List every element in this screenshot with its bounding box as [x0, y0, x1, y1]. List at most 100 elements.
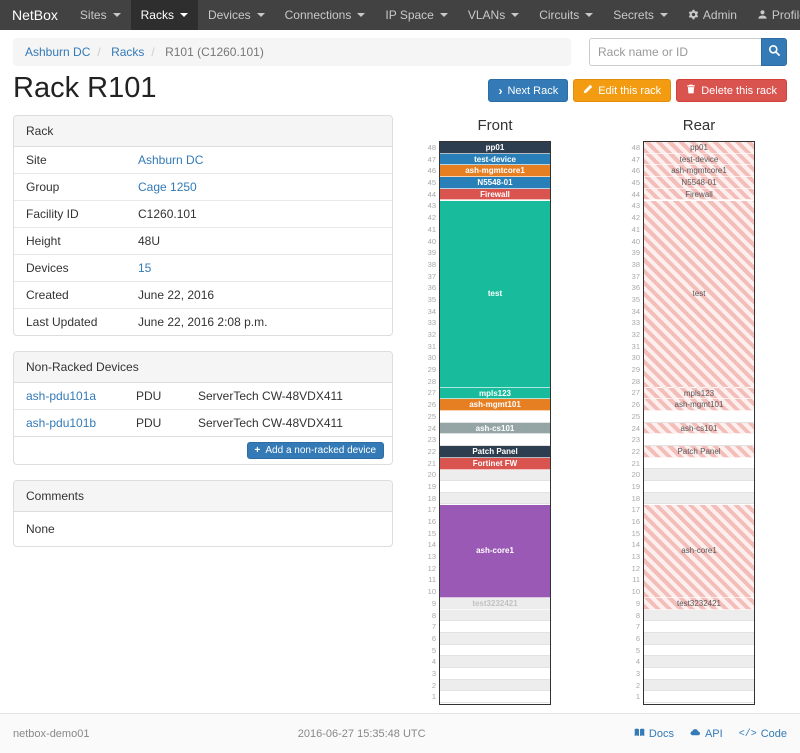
unit-number: 32 — [427, 330, 436, 339]
unit-number: 33 — [631, 318, 640, 328]
chevron-down-icon — [112, 13, 121, 17]
trash-icon — [686, 84, 696, 97]
rack-panel: Rack Site Ashburn DC Group Cage 1250 Facilit… — [13, 115, 393, 336]
nav-item-vlans[interactable]: VLANs — [458, 0, 529, 30]
next-rack-button[interactable]: › Next Rack — [488, 79, 569, 102]
unit-number: 46 — [631, 166, 640, 176]
unit-number: 4 — [431, 657, 436, 667]
attr-link-devices[interactable]: 15 — [138, 261, 152, 275]
footer-link-docs[interactable]: Docs — [634, 727, 674, 740]
attr-label: Group — [26, 180, 60, 194]
unit-number: 13 — [631, 552, 640, 562]
device-ash-cs101[interactable]: ash-cs101 — [644, 422, 754, 435]
device-link-ash-pdu101b[interactable]: ash-pdu101b — [26, 416, 97, 430]
device-test-device[interactable]: test-device — [440, 153, 550, 166]
breadcrumb-site-link[interactable]: Ashburn DC — [25, 45, 91, 59]
nav-item-admin[interactable]: Admin — [678, 0, 747, 30]
device-test[interactable]: test — [644, 200, 754, 388]
attr-link-group[interactable]: Cage 1250 — [138, 180, 197, 194]
unit-number: 8 — [635, 610, 640, 620]
empty-unit — [644, 457, 754, 470]
unit-number: 29 — [631, 365, 640, 375]
attr-value: Ashburn DC — [126, 147, 215, 173]
device-patch-panel[interactable]: Patch Panel — [440, 446, 550, 458]
empty-unit — [644, 632, 754, 645]
device-firewall[interactable]: Firewall — [440, 188, 550, 201]
device-ash-mgmtcore1[interactable]: ash-mgmtcore1 — [644, 165, 754, 178]
device-ash-mgmt101[interactable]: ash-mgmt101 — [644, 399, 754, 412]
device-n5548-01[interactable]: N5548-01 — [440, 177, 550, 189]
device-ash-core1[interactable]: ash-core1 — [644, 504, 754, 599]
empty-unit — [644, 469, 754, 481]
device-test-device[interactable]: test-device — [644, 153, 754, 166]
nav-item-connections[interactable]: Connections — [275, 0, 376, 30]
device-n5548-01[interactable]: N5548-01 — [644, 177, 754, 189]
unit-number: 6 — [635, 633, 640, 643]
app-brand[interactable]: NetBox — [12, 7, 58, 23]
add-nonracked-device-button[interactable]: + Add a non-racked device — [246, 442, 384, 459]
unit-number: 3 — [635, 668, 640, 678]
device-mpls123[interactable]: mpls123 — [644, 387, 754, 400]
search-button[interactable] — [761, 38, 787, 66]
unit-number: 1 — [431, 692, 436, 702]
device-ash-core1[interactable]: ash-core1 — [440, 504, 550, 599]
rack-attr-created: Created June 22, 2016 — [14, 281, 392, 308]
nav-item-sites[interactable]: Sites — [70, 0, 131, 30]
unit-number: 41 — [631, 224, 640, 234]
delete-rack-button[interactable]: Delete this rack — [676, 79, 787, 102]
empty-unit — [644, 656, 754, 668]
unit-number: 29 — [427, 365, 436, 375]
unit-number: 16 — [631, 517, 640, 526]
nav-item-profile[interactable]: Profile — [747, 0, 800, 30]
empty-unit — [644, 691, 754, 703]
rack-attr-site: Site Ashburn DC — [14, 147, 392, 173]
nav-item-secrets[interactable]: Secrets — [603, 0, 678, 30]
unit-number: 10 — [631, 587, 640, 597]
footer-link-api[interactable]: API — [690, 727, 723, 740]
device-pp01[interactable]: pp01 — [440, 142, 550, 154]
attr-label: Site — [26, 153, 47, 167]
device-type: PDU — [136, 389, 162, 403]
unit-number: 35 — [631, 294, 640, 304]
device-ash-mgmt101[interactable]: ash-mgmt101 — [440, 399, 550, 412]
nonracked-device-row: ash-pdu101a PDU ServerTech CW-48VDX411 — [14, 383, 392, 409]
attr-link-site[interactable]: Ashburn DC — [138, 153, 204, 167]
attr-value: 15 — [126, 255, 163, 281]
unit-number: 24 — [427, 423, 436, 433]
empty-unit — [644, 480, 754, 493]
nav-item-circuits[interactable]: Circuits — [529, 0, 603, 30]
unit-number: 20 — [427, 470, 436, 480]
edit-rack-button[interactable]: Edit this rack — [573, 79, 672, 102]
device-fortinet-fw[interactable]: Fortinet FW — [440, 457, 550, 470]
attr-label: Height — [26, 234, 61, 248]
footer-link-code[interactable]: </> Code — [738, 727, 787, 741]
unit-number: 47 — [631, 154, 640, 164]
device-test[interactable]: test — [440, 200, 550, 388]
device-patch-panel[interactable]: Patch Panel — [644, 446, 754, 458]
footer-links: Docs API </> Code — [634, 727, 787, 740]
device-firewall[interactable]: Firewall — [644, 188, 754, 201]
rack-search-input[interactable] — [589, 38, 761, 66]
nav-item-ip-space[interactable]: IP Space — [375, 0, 457, 30]
device-ash-mgmtcore1[interactable]: ash-mgmtcore1 — [440, 165, 550, 178]
attr-value: C1260.101 — [138, 207, 197, 221]
breadcrumb-racks-link[interactable]: Racks — [111, 45, 145, 59]
unit-number: 14 — [631, 540, 640, 550]
device-test3232421[interactable]: test3232421 — [440, 598, 550, 610]
chevron-down-icon — [659, 13, 668, 17]
empty-unit — [440, 679, 550, 692]
empty-unit — [440, 480, 550, 493]
nav-item-devices[interactable]: Devices — [198, 0, 275, 30]
device-test3232421[interactable]: test3232421 — [644, 598, 754, 610]
empty-unit — [644, 667, 754, 680]
unit-number: 46 — [427, 166, 436, 176]
nav-item-racks[interactable]: Racks — [130, 0, 198, 30]
comments-panel-title: Comments — [14, 481, 392, 512]
device-pp01[interactable]: pp01 — [644, 142, 754, 154]
front-rack-diagram: pp01 test-device ash-mgmtcore1 N5548-01 Fire… — [439, 141, 551, 705]
code-icon: </> — [738, 729, 757, 740]
device-ash-cs101[interactable]: ash-cs101 — [440, 422, 550, 435]
device-link-ash-pdu101a[interactable]: ash-pdu101a — [26, 389, 97, 403]
device-mpls123[interactable]: mpls123 — [440, 387, 550, 400]
unit-number: 30 — [427, 353, 436, 363]
